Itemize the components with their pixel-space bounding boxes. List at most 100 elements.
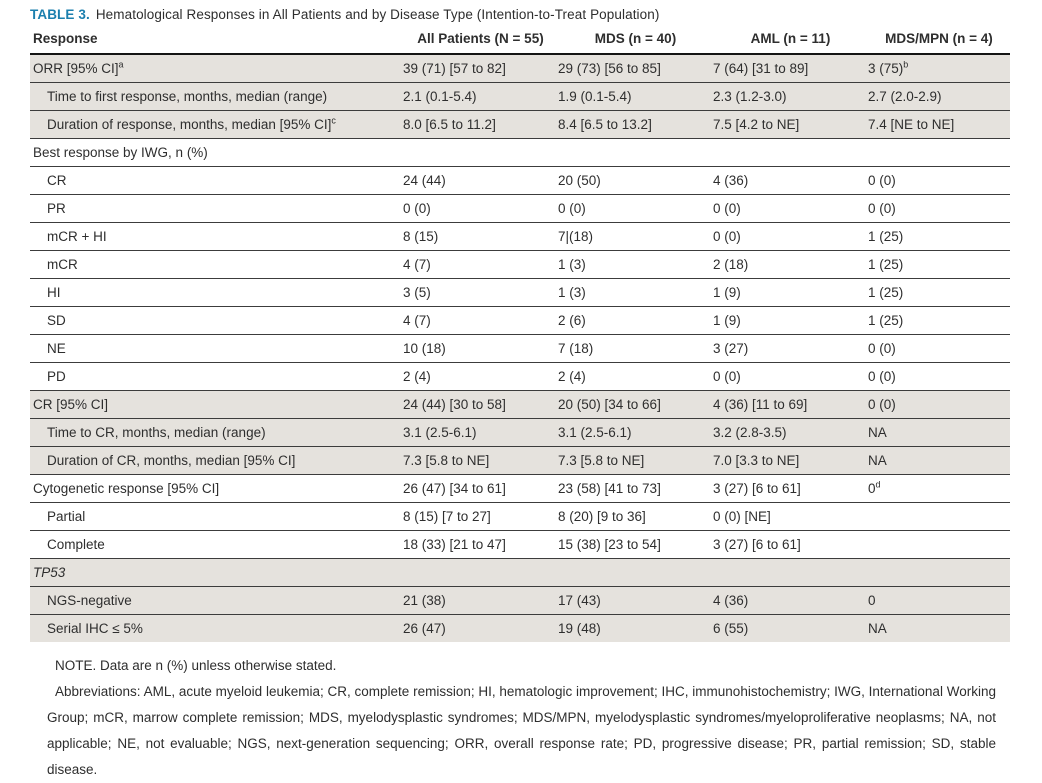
row-label: Time to first response, months, median (… [47, 89, 328, 104]
cell: 1.9 (0.1-5.4) [558, 89, 632, 104]
row-label: Serial IHC ≤ 5% [47, 621, 143, 636]
cell: 4 (7) [403, 257, 431, 272]
cell: 29 (73) [56 to 85] [558, 61, 661, 76]
cell: 0 (0) [868, 369, 896, 384]
footnote-marker: c [331, 115, 336, 126]
cell: 20 (50) [558, 173, 601, 188]
cell: 4 (7) [403, 313, 431, 328]
cell: 15 (38) [23 to 54] [558, 537, 661, 552]
cell: 0 (0) [868, 397, 896, 412]
table-footnotes: NOTE. Data are n (%) unless otherwise st… [47, 653, 996, 783]
cell: NA [868, 425, 887, 440]
cell: 1 (25) [868, 285, 904, 300]
cell: 1 (9) [713, 313, 741, 328]
cell: 26 (47) [403, 621, 446, 636]
row-label: Duration of response, months, median [95… [47, 115, 336, 132]
note-text: NOTE. Data are n (%) unless otherwise st… [55, 658, 337, 673]
cell: 3 (5) [403, 285, 431, 300]
cell: 4 (36) [713, 593, 749, 608]
cell: 7.0 [3.3 to NE] [713, 453, 800, 468]
table-number-label: TABLE 3. [30, 7, 90, 22]
cell: 8 (20) [9 to 36] [558, 509, 646, 524]
hematological-responses-table: Response All Patients (N = 55) MDS (n = 40… [30, 27, 1010, 642]
table-row: PD 2 (4) 2 (4) 0 (0) 0 (0) [30, 363, 1010, 391]
cell: 2 (18) [713, 257, 749, 272]
cell: 7.3 [5.8 to NE] [403, 453, 490, 468]
table-row: Complete 18 (33) [21 to 47] 15 (38) [23 to… [30, 531, 1010, 559]
table-row: mCR 4 (7) 1 (3) 2 (18) 1 (25) [30, 251, 1010, 279]
cell: 24 (44) [403, 173, 446, 188]
cell: 26 (47) [34 to 61] [403, 481, 506, 496]
row-label: Duration of CR, months, median [95% CI] [47, 453, 296, 468]
row-label: NE [47, 341, 66, 356]
cell: 0 (0) [868, 341, 896, 356]
cell: NA [868, 453, 887, 468]
table-header-row: Response All Patients (N = 55) MDS (n = 40… [30, 27, 1010, 55]
table-body: ORR [95% CI]a 39 (71) [57 to 82] 29 (73) [… [30, 55, 1010, 642]
table-row: Duration of response, months, median [95… [30, 111, 1010, 139]
cell: 2.1 (0.1-5.4) [403, 89, 477, 104]
row-label: Complete [47, 537, 105, 552]
cell: 0 (0) [558, 201, 586, 216]
cell: 20 (50) [34 to 66] [558, 397, 661, 412]
cell: 17 (43) [558, 593, 601, 608]
row-label: PD [47, 369, 66, 384]
row-label: PR [47, 201, 66, 216]
cell: 7 (18) [558, 341, 594, 356]
table-row: Time to CR, months, median (range) 3.1 (2… [30, 419, 1010, 447]
cell: 23 (58) [41 to 73] [558, 481, 661, 496]
cell: 0 (0) [713, 201, 741, 216]
cell: 3.2 (2.8-3.5) [713, 425, 787, 440]
row-label: mCR [47, 257, 78, 272]
cell: 1 (25) [868, 229, 904, 244]
cell: 7|(18) [558, 229, 594, 244]
cell: 4 (36) [713, 173, 749, 188]
cell: 18 (33) [21 to 47] [403, 537, 506, 552]
cell: 1 (3) [558, 285, 586, 300]
cell: 6 (55) [713, 621, 749, 636]
cell: 3 (27) [713, 341, 749, 356]
cell: 3.1 (2.5-6.1) [558, 425, 632, 440]
table-row: Cytogenetic response [95% CI] 26 (47) [34… [30, 475, 1010, 503]
cell: 0 (0) [868, 201, 896, 216]
row-label: Best response by IWG, n (%) [33, 145, 208, 160]
cell: 1 (25) [868, 313, 904, 328]
cell: 8 (15) [403, 229, 439, 244]
footnote-marker: a [118, 59, 124, 70]
cell: 7.4 [NE to NE] [868, 117, 955, 132]
cell: 2.7 (2.0-2.9) [868, 89, 942, 104]
column-header: All Patients (N = 55) [417, 31, 544, 46]
row-label: Time to CR, months, median (range) [47, 425, 266, 440]
table-row: PR 0 (0) 0 (0) 0 (0) 0 (0) [30, 195, 1010, 223]
table-row: CR [95% CI] 24 (44) [30 to 58] 20 (50) [34… [30, 391, 1010, 419]
table-caption: TABLE 3. Hematological Responses in All P… [30, 7, 1010, 22]
row-label: NGS-negative [47, 593, 132, 608]
table-row: NGS-negative 21 (38) 17 (43) 4 (36) 0 [30, 587, 1010, 615]
row-label: CR [95% CI] [33, 397, 109, 412]
column-header: AML (n = 11) [750, 31, 831, 46]
cell: 2 (4) [558, 369, 586, 384]
cell: 10 (18) [403, 341, 446, 356]
footnote-marker: d [875, 479, 881, 490]
cell: 2 (6) [558, 313, 586, 328]
cell: 8.0 [6.5 to 11.2] [403, 117, 496, 132]
cell: 0 (0) [403, 201, 431, 216]
column-header: Response [33, 31, 98, 46]
cell: 0 (0) [868, 173, 896, 188]
cell: 0 (0) [NE] [713, 509, 771, 524]
cell: 3 (27) [6 to 61] [713, 537, 801, 552]
row-label: Cytogenetic response [95% CI] [33, 481, 220, 496]
cell: 3.1 (2.5-6.1) [403, 425, 477, 440]
row-label: mCR + HI [47, 229, 107, 244]
cell: 2.3 (1.2-3.0) [713, 89, 787, 104]
cell: 0 [868, 593, 876, 608]
table-row: CR 24 (44) 20 (50) 4 (36) 0 (0) [30, 167, 1010, 195]
cell: 4 (36) [11 to 69] [713, 397, 808, 412]
table-row: NE 10 (18) 7 (18) 3 (27) 0 (0) [30, 335, 1010, 363]
table-row: Serial IHC ≤ 5% 26 (47) 19 (48) 6 (55) NA [30, 615, 1010, 642]
cell: 8 (15) [7 to 27] [403, 509, 491, 524]
table-row: Best response by IWG, n (%) [30, 139, 1010, 167]
table-row: Time to first response, months, median (… [30, 83, 1010, 111]
table-row: HI 3 (5) 1 (3) 1 (9) 1 (25) [30, 279, 1010, 307]
